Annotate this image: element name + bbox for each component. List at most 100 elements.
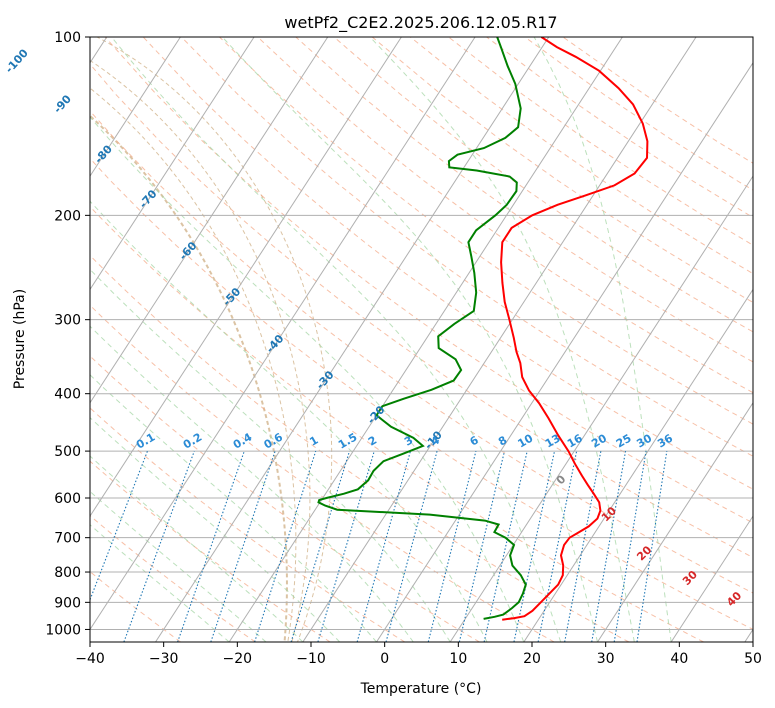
mixing-ratio-line: [385, 450, 438, 642]
isotherm-label: -60: [177, 239, 200, 263]
mixing-ratio-label: 10: [516, 431, 536, 450]
mixing-ratio-line: [356, 450, 411, 642]
y-tick-label: 100: [54, 30, 81, 46]
moist-adiabat: [533, 37, 672, 642]
mixing-ratio-line: [483, 450, 528, 642]
moist-adiabat: [90, 374, 377, 642]
mixing-ratio-label: 36: [655, 431, 675, 450]
dry-adiabat: [257, 37, 753, 394]
dry-adiabat: [181, 37, 753, 457]
axis-ticks: −40 −30 −20 −10 0 10 20 30 40 5010020030040050060…: [45, 30, 762, 667]
mixing-ratio-label: 3: [402, 434, 415, 449]
dry-adiabat: [486, 37, 753, 218]
isotherm-label: -30: [314, 368, 337, 392]
dry-adiabat: [90, 63, 753, 559]
moist-adiabat: [90, 116, 525, 642]
isotherm-label: -90: [51, 92, 74, 116]
moist-adiabat: [221, 37, 598, 642]
background-grid: [90, 37, 753, 642]
x-tick-label: 30: [597, 651, 615, 667]
x-tick-label: 0: [380, 651, 389, 667]
isotherm-label: -40: [264, 332, 287, 356]
mixing-ratio-label: 2: [366, 434, 379, 449]
mixing-ratio-line: [613, 451, 647, 642]
moist-adiabat: [90, 524, 230, 642]
isotherm-line: [90, 37, 329, 404]
x-tick-label: −20: [223, 651, 253, 667]
dry-adiabat: [104, 37, 753, 524]
mixing-ratio-line: [537, 450, 578, 642]
dry-adiabat: [90, 205, 704, 642]
x-tick-label: −10: [296, 651, 326, 667]
x-tick-label: 40: [670, 651, 688, 667]
isotherm-line: [744, 628, 753, 642]
x-tick-label: 50: [744, 651, 762, 667]
thetae-line: [95, 37, 333, 642]
mixing-ratio-line: [317, 450, 375, 642]
isotherm-label: -80: [92, 142, 115, 166]
y-tick-label: 200: [54, 208, 81, 224]
dewpoint-line: [317, 37, 527, 620]
y-tick-label: 1000: [45, 622, 81, 638]
x-tick-label: 20: [523, 651, 541, 667]
moist-adiabat: [369, 37, 635, 642]
cape-label: 40: [724, 589, 744, 609]
moist-adiabat: [90, 200, 488, 642]
isotherm-line: [376, 61, 753, 642]
mixing-ratio-line: [290, 450, 351, 642]
y-axis-label: Pressure (hPa): [12, 289, 28, 389]
temperature-line: [500, 37, 649, 621]
mixing-ratio-label: 25: [614, 432, 634, 451]
plot-frame: [89, 36, 754, 643]
mixing-ratio-label: 30: [634, 431, 654, 450]
mixing-ratio-label: 1: [307, 434, 320, 449]
dry-adiabat: [90, 304, 555, 642]
mixing-ratio-label: 0.1: [134, 431, 157, 452]
moist-adiabat: [90, 455, 304, 642]
mixing-ratio-label: 16: [565, 431, 585, 450]
y-tick-label: 500: [54, 444, 81, 460]
y-tick-label: 700: [54, 531, 81, 547]
y-tick-label: 900: [54, 595, 81, 611]
mixing-ratio-line: [123, 450, 195, 642]
isotherm-line: [449, 175, 753, 642]
isotherm-line: [302, 37, 697, 642]
mixing-ratio-line: [513, 450, 556, 642]
dry-adiabat: [333, 37, 753, 333]
dry-adiabat: [90, 157, 753, 630]
mixing-ratio-line: [636, 451, 668, 642]
y-tick-label: 600: [54, 491, 81, 507]
mixing-ratio-line: [90, 450, 148, 602]
y-tick-label: 400: [54, 387, 81, 403]
data-lines: [317, 37, 649, 621]
isotherm-line: [155, 37, 550, 642]
moist-adiabat: [90, 325, 414, 642]
thetae-line: [90, 87, 297, 642]
chart-title: wetPf2_C2E2.2025.206.12.05.R17: [284, 13, 557, 33]
isotherm-label: -100: [3, 46, 31, 75]
isotherm-line: [670, 515, 753, 642]
dry-adiabat: [90, 254, 630, 642]
isotherm-line: [228, 37, 623, 642]
isotherm-line: [90, 37, 476, 631]
cape-label: 30: [680, 568, 700, 588]
x-tick-label: 10: [449, 651, 467, 667]
isotherm-line: [90, 37, 402, 518]
dry-adiabat: [90, 515, 256, 642]
dry-adiabat: [219, 37, 753, 425]
dry-adiabat: [562, 37, 753, 164]
isotherm-line: [597, 401, 753, 642]
isotherm-line: [90, 37, 181, 178]
mixing-ratio-line: [591, 451, 627, 642]
mixing-ratio-label: 0.2: [181, 431, 204, 452]
y-tick-label: 300: [54, 313, 81, 329]
mixing-ratio-line: [564, 450, 602, 642]
x-tick-label: −40: [75, 651, 105, 667]
dry-adiabat: [90, 460, 331, 642]
mixing-ratio-label: 6: [468, 433, 481, 448]
mixing-ratio-label: 0.4: [231, 430, 255, 451]
mixing-ratio-line: [177, 450, 245, 642]
moist-adiabat: [90, 268, 451, 642]
mixing-ratio-line: [210, 450, 276, 642]
